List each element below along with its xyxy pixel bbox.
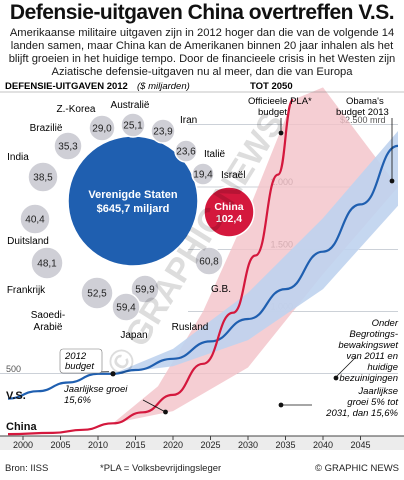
bubble-label-duitsland: Duitsland xyxy=(7,236,49,247)
bubble-saoedi-arabi- xyxy=(80,276,114,310)
bubble-duitsland xyxy=(19,203,51,235)
bubble-isra-l xyxy=(191,162,215,186)
bubble-label-australi-: Australië xyxy=(111,100,150,111)
pla-dot xyxy=(278,130,284,136)
bubble-label-japan: Japan xyxy=(120,330,147,341)
bubble-value-g-b-: 60,8 xyxy=(199,257,219,268)
footer-credit: © GRAPHIC NEWS xyxy=(315,463,399,474)
bubble-label-brazili-: Brazilië xyxy=(30,123,63,134)
line-chart: 2000 2005 2010 2015 2020 2025 2030 2035 2040 2045… xyxy=(0,81,404,450)
usa-projection-band xyxy=(113,131,398,374)
bubble-value-iran: 23,9 xyxy=(153,127,173,138)
footer-note: *PLA = Volksbevrijdingsleger xyxy=(100,463,221,474)
bubble-india xyxy=(27,161,59,193)
pla-budget-label-1: Officieele PLA* xyxy=(248,96,312,107)
budget-act-dot xyxy=(333,375,339,381)
intro-text: Amerikaanse militaire uitgaven zijn in 2… xyxy=(8,27,396,78)
bubble-value-japan: 59,4 xyxy=(116,303,136,314)
obama-budget-label-1: Obama's xyxy=(346,96,384,107)
bubble-label-frankrijk: Frankrijk xyxy=(7,285,46,296)
bubble-value-india: 38,5 xyxy=(33,173,53,184)
budget-act-leader xyxy=(335,356,357,378)
bubble-section-unit: ($ miljarden) xyxy=(137,81,190,92)
x-tick-label: 2020 xyxy=(163,440,183,450)
pla-budget-label-2: budget xyxy=(258,107,287,118)
x-tick-label: 2000 xyxy=(13,440,33,450)
x-tick-label: 2045 xyxy=(350,440,370,450)
bubble-value-brazili-: 35,3 xyxy=(58,142,78,153)
headline: Defensie-uitgaven China overtreffen V.S. xyxy=(9,1,395,24)
bubble-label-rusland: Rusland xyxy=(172,322,209,333)
budget-act-note: Onder Begrotings-bewakingswet van 2011 en h… xyxy=(338,318,399,384)
footer-source: Bron: IISS xyxy=(5,463,48,474)
bubble-label-isra-l: Israël xyxy=(221,170,245,181)
bubble-australi- xyxy=(120,112,146,138)
bubble-chart: Verenigde Staten $645,7 miljard China102,4… xyxy=(7,100,255,341)
bubble-label-itali-: Italië xyxy=(204,149,226,160)
bubble-frankrijk xyxy=(30,246,64,280)
x-tick-label: 2040 xyxy=(313,440,333,450)
x-tick-label: 2025 xyxy=(200,440,220,450)
bubble-z-korea xyxy=(88,114,116,142)
china-growth-dot xyxy=(163,409,168,415)
bubble-value-rusland: 59,9 xyxy=(135,285,155,296)
y-tick-label: 500 xyxy=(6,364,21,374)
x-tick-label: 2015 xyxy=(125,440,145,450)
bubble-label-verenigde-staten: Verenigde Staten xyxy=(88,189,178,201)
bubble-value-itali-: 23,6 xyxy=(176,147,196,158)
bubble-value-saoedi-arabi-: 52,5 xyxy=(87,289,107,300)
bubble-iran xyxy=(150,118,176,144)
bubble-japan xyxy=(111,292,141,322)
china-growth-label: Jaarlijkse groei 15,6% xyxy=(63,384,128,406)
bubble-label-iran: Iran xyxy=(180,115,197,126)
budget-2012-label: 2012 budget xyxy=(64,351,94,372)
china-growth-leader xyxy=(142,399,166,413)
bubble-g-b- xyxy=(194,246,224,276)
obama-budget-label-2: budget 2013 xyxy=(336,107,389,118)
obama-dot xyxy=(389,178,395,184)
bubble-label-saoedi-arabi-: Saoedi-Arabië xyxy=(31,310,65,333)
bubble-value-australi-: 25,1 xyxy=(123,121,143,132)
usa-series-label: V.S. xyxy=(6,390,26,402)
bubble-rusland xyxy=(130,274,160,304)
bubble-value-frankrijk: 48,1 xyxy=(37,259,57,270)
bubble-value-verenigde-staten: $645,7 miljard xyxy=(97,203,170,215)
y-tick-label: $2.500 mrd xyxy=(340,115,386,125)
bubble-brazili- xyxy=(53,131,83,161)
china-5pct-note: Jaarlijkse groei 5% tot 2031, dan 15,6% xyxy=(325,386,398,419)
bubble-value-isra-l: 19,4 xyxy=(193,170,213,181)
bubble-value-china: 102,4 xyxy=(216,213,242,225)
bubble-label-india: India xyxy=(7,152,29,163)
line-section-title: TOT 2050 xyxy=(250,81,293,92)
bubble-value-z-korea: 29,0 xyxy=(92,124,112,135)
x-tick-label: 2010 xyxy=(88,440,108,450)
bubble-label-z-korea: Z.-Korea xyxy=(57,104,96,115)
china-series-line xyxy=(7,98,295,436)
usa-series-line xyxy=(7,144,399,400)
bubble-label-g-b-: G.B. xyxy=(211,284,231,295)
bubble-value-duitsland: 40,4 xyxy=(25,215,45,226)
bubble-section-title: DEFENSIE-UITGAVEN 2012 xyxy=(5,81,128,92)
bubble-label-china: China xyxy=(214,201,243,213)
bubble-china xyxy=(203,186,255,238)
budget-2012-box xyxy=(59,348,103,374)
china-5pct-dot xyxy=(278,402,284,408)
x-axis-band xyxy=(0,436,404,450)
china-series-label: China xyxy=(6,421,37,433)
x-tick-label: 2005 xyxy=(50,440,70,450)
x-tick-label: 2030 xyxy=(238,440,258,450)
budget-2012-dot xyxy=(110,371,116,377)
bubble-itali- xyxy=(174,139,198,163)
x-tick-label: 2035 xyxy=(275,440,295,450)
